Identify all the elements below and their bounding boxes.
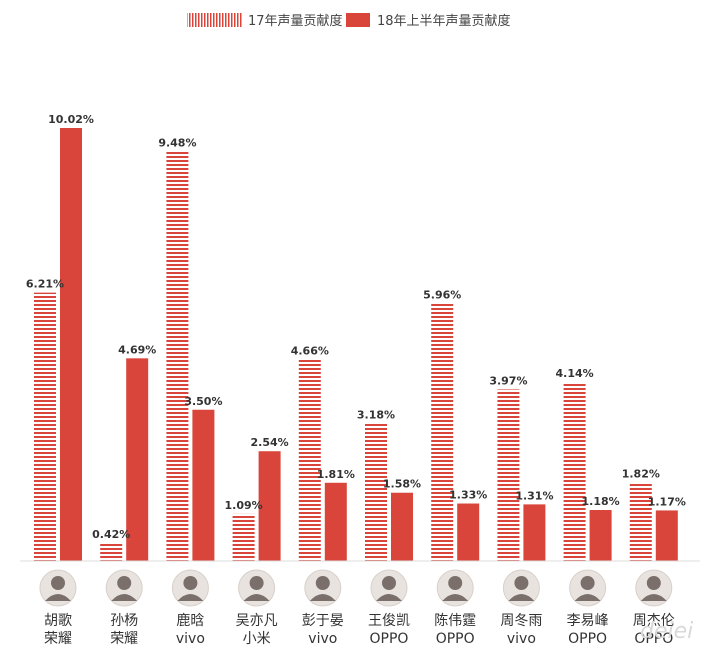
bar-18-4 — [324, 482, 347, 561]
legend-item-18: 18年上半年声量贡献度 — [346, 13, 511, 29]
category-name-6: 陈伟霆 — [434, 612, 476, 629]
value-label-17-2: 9.48% — [158, 136, 196, 149]
bar-18-9 — [655, 510, 678, 561]
avatar-0 — [39, 569, 77, 607]
legend-swatch-18 — [346, 13, 370, 27]
bar-18-0 — [60, 128, 82, 561]
category-brand-5: OPPO — [370, 631, 409, 647]
category-name-1: 孙杨 — [110, 613, 138, 629]
category-name-4: 彭于晏 — [302, 613, 344, 629]
value-label-17-7: 3.97% — [489, 374, 527, 387]
avatar-7 — [502, 569, 540, 607]
watermark-text: deiei — [640, 619, 693, 644]
avatar-3 — [238, 569, 276, 607]
legend-label-18: 18年上半年声量贡献度 — [377, 13, 511, 29]
category-brand-0: 荣耀 — [44, 631, 72, 647]
value-label-17-4: 4.66% — [291, 345, 329, 358]
legend-item-17: 17年声量贡献度 — [187, 13, 343, 29]
value-label-17-5: 3.18% — [357, 409, 395, 422]
bar-17-1 — [100, 542, 123, 561]
avatar-5 — [370, 569, 408, 607]
value-label-18-7: 1.31% — [515, 489, 553, 502]
category-brand-1: 荣耀 — [110, 631, 138, 647]
value-label-18-1: 4.69% — [118, 343, 156, 356]
bar-18-3 — [258, 451, 281, 561]
bar-17-0 — [34, 292, 56, 561]
value-label-18-5: 1.58% — [383, 478, 421, 491]
value-labels-layer: 6.21% 10.02% 0.42% 4.69% 9.48% 3.50% 1.09% 2.54… — [26, 113, 686, 541]
value-label-17-1: 0.42% — [92, 528, 130, 541]
bar-17-7 — [497, 389, 520, 561]
avatar-4 — [304, 569, 342, 607]
bar-18-7 — [523, 504, 546, 561]
avatars-layer — [39, 569, 673, 607]
legend-label-17: 17年声量贡献度 — [248, 13, 343, 29]
category-name-3: 吴亦凡 — [236, 613, 278, 629]
category-brand-4: vivo — [308, 631, 337, 647]
category-name-8: 李易峰 — [567, 613, 609, 629]
value-label-18-4: 1.81% — [317, 468, 355, 481]
value-label-17-0: 6.21% — [26, 278, 64, 291]
category-brand-7: vivo — [507, 631, 536, 647]
bar-18-1 — [126, 358, 149, 561]
value-label-18-2: 3.50% — [184, 395, 222, 408]
avatar-8 — [569, 569, 607, 607]
value-label-18-9: 1.17% — [648, 495, 686, 508]
bar-18-2 — [192, 409, 215, 561]
bar-17-4 — [298, 359, 321, 561]
value-label-18-3: 2.54% — [251, 436, 289, 449]
bar-17-2 — [166, 151, 189, 561]
legend-swatch-17 — [187, 13, 242, 27]
category-name-5: 王俊凯 — [368, 613, 410, 629]
value-label-17-6: 5.96% — [423, 288, 461, 301]
category-name-0: 胡歌 — [44, 613, 72, 629]
category-brand-8: OPPO — [568, 631, 607, 647]
category-name-7: 周冬雨 — [500, 613, 542, 629]
bar-17-5 — [365, 423, 387, 561]
bar-18-5 — [391, 492, 413, 561]
value-label-18-8: 1.18% — [582, 495, 620, 508]
bar-18-6 — [457, 503, 480, 561]
category-name-9: 周杰伦 — [633, 613, 675, 629]
value-label-17-8: 4.14% — [556, 367, 594, 380]
bar-17-3 — [232, 513, 255, 561]
value-label-18-0: 10.02% — [48, 113, 94, 126]
value-label-17-9: 1.82% — [622, 467, 660, 480]
category-brand-3: 小米 — [243, 631, 271, 647]
avatar-6 — [436, 569, 474, 607]
avatar-2 — [171, 569, 209, 607]
legend: 17年声量贡献度 18年上半年声量贡献度 — [187, 13, 511, 29]
bars-layer — [34, 128, 678, 561]
category-name-2: 鹿晗 — [176, 612, 204, 629]
bar-17-6 — [431, 303, 454, 561]
category-brand-2: vivo — [176, 631, 205, 647]
value-label-17-3: 1.09% — [225, 499, 263, 512]
value-label-18-6: 1.33% — [449, 489, 487, 502]
bar-17-9 — [629, 482, 652, 561]
avatar-9 — [635, 569, 673, 607]
avatar-1 — [105, 569, 143, 607]
bar-17-8 — [563, 382, 586, 561]
category-brand-6: OPPO — [436, 631, 475, 647]
bar-18-8 — [589, 510, 612, 561]
category-brand-9: OPPO — [634, 631, 673, 647]
